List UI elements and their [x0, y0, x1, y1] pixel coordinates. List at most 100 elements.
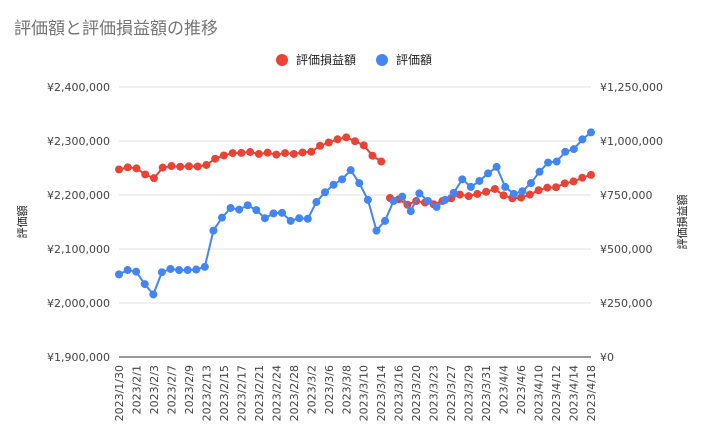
series-point-2	[458, 175, 467, 184]
series-point-1	[543, 183, 552, 192]
x-tick-label: 2023/4/12	[550, 365, 563, 421]
y-tick-label-right: ¥250,000	[600, 297, 653, 310]
series-point-2	[157, 268, 166, 277]
series-point-1	[211, 154, 220, 163]
series-point-2	[475, 176, 484, 185]
series-point-1	[351, 137, 359, 146]
y-tick-label-left: ¥2,300,000	[47, 135, 110, 148]
series-point-1	[569, 177, 578, 186]
series-point-1	[368, 151, 377, 160]
series-point-1	[359, 141, 368, 150]
x-tick-label: 2023/3/27	[445, 365, 458, 421]
series-point-2	[484, 169, 493, 178]
series-point-2	[372, 226, 381, 235]
series-point-1	[246, 148, 255, 157]
series-point-2	[269, 209, 278, 218]
series-point-1	[219, 151, 228, 160]
y-tick-label-left: ¥2,100,000	[47, 243, 110, 256]
legend-label-2: 評価額	[396, 52, 432, 67]
series-point-1	[263, 148, 272, 157]
series-point-1	[525, 190, 534, 199]
series-point-1	[184, 162, 193, 171]
series-point-2	[175, 266, 184, 275]
series-point-2	[278, 208, 287, 217]
series-point-1	[298, 148, 307, 157]
series-point-1	[149, 174, 158, 183]
series-point-1	[316, 141, 325, 150]
series-point-2	[466, 182, 475, 191]
series-point-1	[193, 162, 202, 171]
x-tick-label: 2023/3/16	[393, 365, 406, 421]
series-point-1	[342, 133, 351, 142]
series-point-2	[235, 205, 244, 214]
series-point-1	[123, 163, 132, 172]
series-point-1	[167, 162, 176, 171]
x-tick-label: 2023/3/20	[410, 365, 423, 421]
chart-title: 評価額と評価損益額の推移	[14, 19, 218, 39]
series-point-2	[561, 147, 570, 156]
series-point-2	[492, 162, 501, 171]
x-tick-label: 2023/1/30	[113, 365, 126, 421]
series-point-2	[544, 158, 553, 167]
y-tick-label-right: ¥0	[600, 351, 614, 364]
series-point-1	[517, 193, 526, 202]
series-point-1	[176, 162, 185, 171]
series-point-1	[324, 138, 333, 147]
series-point-1	[158, 163, 167, 172]
series-point-2	[449, 188, 458, 197]
series-point-2	[226, 203, 235, 212]
series-line-1	[118, 136, 382, 180]
series-point-2	[329, 180, 338, 189]
series-point-2	[192, 265, 201, 274]
series-point-2	[217, 213, 226, 222]
y-axis-title-left: 評価額	[15, 206, 29, 239]
series-point-2	[243, 201, 252, 210]
series-point-2	[518, 187, 527, 196]
series-point-2	[295, 214, 304, 223]
x-tick-label: 2023/4/18	[585, 365, 598, 421]
series-point-1	[132, 164, 141, 173]
series-point-1	[499, 191, 508, 200]
y-axis-title-right: 評価損益額	[675, 195, 689, 250]
y-tick-label-right: ¥1,000,000	[600, 135, 663, 148]
series-point-1	[115, 165, 123, 174]
series-point-2	[569, 145, 578, 154]
y-tick-label-right: ¥750,000	[600, 189, 653, 202]
series-point-1	[237, 148, 246, 157]
x-tick-label: 2023/2/28	[288, 365, 301, 421]
series-point-1	[482, 187, 491, 196]
series-point-2	[200, 262, 209, 271]
y-tick-label-right: ¥500,000	[600, 243, 653, 256]
series-point-1	[455, 190, 464, 199]
x-tick-label: 2023/3/2	[305, 365, 318, 414]
series-point-2	[166, 264, 175, 273]
y-tick-label-right: ¥1,250,000	[600, 81, 663, 94]
y-tick-label-left: ¥1,900,000	[47, 351, 110, 364]
series-point-1	[473, 189, 482, 198]
x-tick-label: 2023/3/8	[340, 365, 353, 414]
x-tick-label: 2023/3/31	[480, 365, 493, 421]
x-tick-label: 2023/2/13	[200, 365, 213, 421]
series-point-2	[389, 196, 398, 205]
series-point-2	[501, 182, 510, 191]
series-point-2	[509, 189, 518, 198]
x-tick-label: 2023/2/15	[218, 365, 231, 421]
series-point-2	[526, 179, 535, 188]
series-point-2	[363, 195, 372, 204]
series-point-1	[552, 183, 561, 192]
x-tick-label: 2023/2/24	[270, 365, 283, 421]
series-point-2	[303, 214, 312, 223]
y-tick-label-left: ¥2,200,000	[47, 189, 110, 202]
series-point-1	[578, 173, 587, 182]
series-point-2	[260, 214, 269, 223]
series-point-1	[272, 150, 281, 159]
x-tick-label: 2023/4/14	[568, 365, 581, 421]
series-point-1	[333, 135, 342, 144]
series-point-2	[535, 167, 544, 176]
x-tick-label: 2023/3/10	[358, 365, 371, 421]
series-point-2	[346, 166, 355, 175]
x-tick-label: 2023/2/9	[183, 365, 196, 414]
x-tick-label: 2023/2/17	[235, 365, 248, 421]
series-point-2	[209, 226, 218, 235]
